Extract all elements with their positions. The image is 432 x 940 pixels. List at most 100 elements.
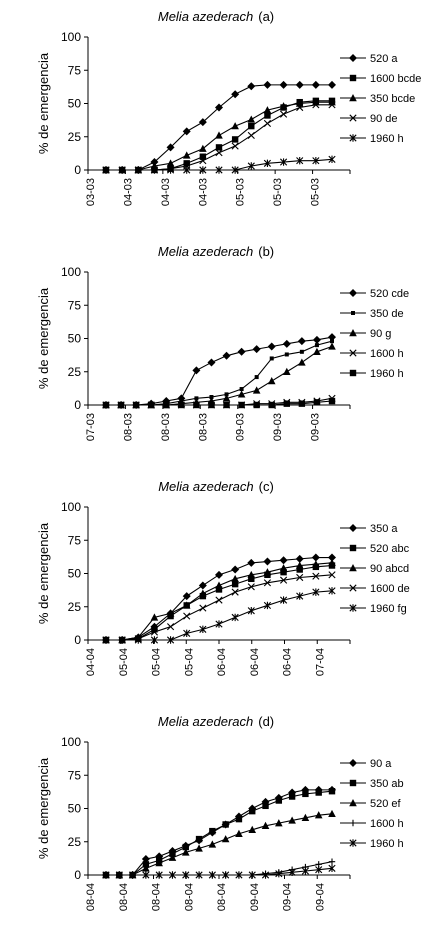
data-point [215, 144, 223, 151]
x-tick-label: 08-04 [85, 883, 97, 911]
chart-svg: Melia azederach (b) % de emergencia 0 25 50 75… [36, 244, 409, 441]
legend-entry: 350 a [340, 523, 398, 535]
series-line [106, 790, 333, 876]
data-point [208, 840, 217, 848]
chart-title-species: Melia azederach [158, 9, 253, 24]
data-point [238, 401, 245, 409]
legend-label: 1960 h [370, 838, 404, 850]
x-tick-label: 06-04 [216, 648, 228, 676]
data-point [284, 352, 289, 357]
data-point [222, 871, 230, 879]
y-tick-label: 50 [68, 332, 82, 346]
y-axis-label: % de emergencia [36, 52, 51, 154]
y-axis-label: % de emergencia [36, 522, 51, 624]
data-point [299, 349, 304, 354]
data-point [150, 166, 159, 174]
data-point [235, 829, 243, 837]
legend-entry: 1960 h [340, 133, 404, 145]
data-point [118, 636, 126, 644]
data-point [268, 401, 275, 409]
x-tick-label: 07-04 [314, 648, 326, 676]
data-point [223, 401, 230, 409]
legend-label: 1960 fg [370, 603, 407, 615]
data-point [102, 871, 110, 879]
data-point [288, 793, 296, 800]
legend-marker [349, 564, 357, 572]
data-point [231, 136, 239, 143]
series-line [106, 84, 332, 171]
data-point [198, 581, 207, 590]
x-tick-label: 06-04 [249, 648, 261, 676]
data-point [199, 625, 207, 634]
series-3 [102, 558, 336, 644]
data-point [166, 623, 175, 631]
data-point [198, 118, 207, 127]
data-point [279, 80, 288, 89]
data-point [298, 400, 306, 407]
series-line [106, 861, 333, 876]
series-line [106, 867, 333, 876]
legend-marker [349, 54, 357, 62]
data-point [263, 557, 272, 566]
legend-entry: 1960 h [340, 368, 404, 380]
x-tick-label: 07-03 [85, 413, 97, 441]
legend-marker [349, 524, 357, 532]
data-point [328, 342, 336, 350]
y-tick-label: 75 [68, 768, 82, 782]
data-point [302, 790, 309, 798]
legend-entry: 520 a [340, 53, 398, 65]
data-point [253, 401, 260, 409]
chart-svg: Melia azederach (c) % de emergencia 0 25 50 75… [36, 479, 410, 676]
data-point [215, 620, 223, 628]
data-point [328, 155, 336, 164]
x-tick-label: 05-04 [183, 648, 195, 676]
legend-entry: 1600 de [340, 583, 410, 595]
data-point [118, 166, 126, 174]
legend-label: 1600 h [370, 818, 404, 830]
y-tick-label: 0 [74, 163, 81, 177]
data-point [247, 162, 255, 170]
y-tick-label: 25 [68, 365, 82, 379]
series-2 [102, 788, 336, 879]
y-tick-label: 25 [68, 835, 82, 849]
data-point [301, 813, 310, 822]
legend-entry: 520 cde [340, 288, 409, 300]
x-tick-label: 04-04 [85, 648, 97, 676]
data-point [295, 561, 304, 569]
data-point [235, 871, 243, 879]
legend-label: 1600 bcde [370, 73, 421, 85]
y-tick-label: 100 [61, 500, 81, 514]
series-line [106, 340, 333, 406]
x-tick-label: 09-04 [314, 883, 326, 911]
chart-svg: Melia azederach (a) % de emergencia 0 25 50 75… [36, 9, 421, 206]
data-point [247, 558, 256, 567]
data-point [207, 358, 216, 367]
data-point [199, 604, 207, 612]
data-point [166, 636, 175, 644]
chart-title-suffix: (b) [258, 244, 274, 259]
data-point [231, 166, 239, 174]
x-tick-label: 05-03 [310, 178, 322, 206]
data-point [183, 612, 191, 620]
data-point [328, 858, 336, 865]
data-point [328, 553, 336, 562]
legend-marker [349, 839, 357, 847]
data-point [155, 859, 163, 867]
y-tick-label: 0 [74, 633, 81, 647]
legend-marker [349, 819, 357, 827]
data-point [231, 588, 239, 596]
chart-panel-d: Melia azederach (d) % de emergencia 0 25 50 75… [0, 705, 432, 940]
data-point [263, 80, 272, 89]
data-point [134, 166, 142, 174]
data-point [296, 592, 304, 600]
legend-marker [349, 94, 357, 102]
data-point [239, 387, 244, 392]
data-point [215, 103, 223, 112]
data-point [328, 788, 336, 795]
legend-label: 1600 de [370, 583, 410, 595]
data-point [254, 375, 259, 380]
data-point [247, 570, 256, 579]
series-5 [102, 587, 336, 644]
legend-entry: 1960 fg [340, 603, 407, 615]
data-point [178, 401, 185, 409]
